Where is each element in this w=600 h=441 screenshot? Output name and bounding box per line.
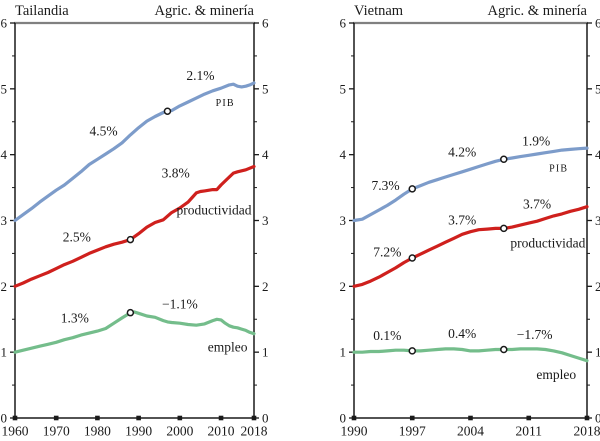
growth-rate-label: −1.7% [517, 327, 553, 342]
x-tick-marker [218, 415, 224, 421]
productividad-trend-break-marker [408, 254, 416, 262]
y-axis-label-right: 6 [262, 16, 269, 31]
y-axis-label-left: 2 [1, 279, 8, 294]
y-axis-label-left: 5 [340, 81, 347, 96]
x-tick-marker [136, 415, 141, 421]
y-axis-label-right: 5 [262, 81, 269, 96]
y-axis-label-right: 3 [262, 213, 269, 228]
series-name-label: empleo [536, 367, 576, 382]
y-axis-label-right: 1 [262, 345, 269, 360]
series-name-label: PIB [549, 163, 568, 174]
x-tick-marker [351, 415, 357, 421]
y-axis-label-left: 0 [1, 411, 8, 426]
y-axis-label-right: 5 [595, 81, 600, 96]
series-name-label: empleo [208, 339, 248, 354]
x-axis-label: 2004 [457, 424, 484, 439]
pib-trend-break-marker [408, 185, 416, 193]
y-axis-label-left: 2 [340, 279, 347, 294]
y-axis-label-left: 3 [1, 213, 8, 228]
y-axis-label-left: 1 [1, 345, 8, 360]
growth-rate-label: 7.2% [373, 245, 401, 260]
y-axis-label-left: 3 [340, 213, 347, 228]
y-axis-label-right: 4 [262, 147, 269, 162]
x-axis-label: 1990 [125, 424, 152, 439]
series-name-label: productividad [510, 235, 585, 250]
growth-rate-label: 2.5% [63, 229, 91, 244]
panel-header-tailandia: Tailandia Agric. & minería [15, 3, 254, 20]
growth-rate-label: 4.2% [448, 145, 476, 160]
x-tick-marker [409, 415, 415, 421]
series-name-label: PIB [216, 98, 235, 109]
x-axis-label: 2018 [241, 424, 268, 439]
growth-rate-label: 2.1% [186, 68, 214, 83]
y-axis-label-right: 0 [595, 411, 600, 426]
pib-trend-break-marker [500, 155, 508, 164]
pib-line [352, 146, 589, 223]
panel-title-tailandia: Tailandia [15, 3, 69, 19]
x-axis-label: 1960 [2, 424, 29, 439]
x-tick-marker [526, 415, 532, 421]
x-axis-label: 1997 [399, 424, 426, 439]
y-axis-label-right: 2 [262, 279, 269, 294]
growth-rate-label: 0.1% [373, 328, 401, 343]
x-axis-label: 1970 [43, 424, 70, 439]
empleo-trend-break-marker [408, 347, 416, 355]
x-axis-label: 2018 [574, 424, 600, 439]
y-axis-label-left: 5 [1, 81, 8, 96]
y-axis-label-right: 2 [595, 279, 600, 294]
empleo-trend-break-marker [500, 345, 508, 354]
growth-rate-label: 0.4% [448, 326, 476, 341]
x-tick-marker [468, 415, 473, 421]
x-tick-marker [95, 415, 100, 421]
y-axis-label-right: 1 [595, 345, 600, 360]
productividad-line [352, 205, 589, 288]
empleo-line [352, 347, 589, 363]
growth-rate-label: 1.3% [61, 310, 89, 325]
productividad-trend-break-marker [126, 235, 135, 244]
x-tick-marker [177, 415, 183, 421]
y-axis-label-right: 3 [595, 213, 600, 228]
x-axis-label: 1980 [84, 424, 111, 439]
growth-rate-label: −1.1% [162, 297, 198, 312]
growth-rate-label: 7.3% [372, 178, 400, 193]
growth-rate-label: 3.8% [162, 166, 190, 181]
growth-rate-label: 1.9% [522, 133, 550, 148]
y-axis-label-left: 1 [340, 345, 347, 360]
x-axis-label: 2010 [208, 424, 235, 439]
series-name-label: productividad [177, 202, 252, 217]
growth-rate-label: 3.7% [448, 212, 476, 227]
y-axis-label-left: 0 [340, 411, 347, 426]
x-tick-marker [251, 415, 257, 421]
growth-rate-label: 4.5% [90, 123, 118, 138]
y-axis-label-right: 0 [262, 411, 269, 426]
panel-title-vietnam: Vietnam [354, 3, 404, 19]
panel-header-vietnam: Vietnam Agric. & minería [354, 3, 587, 20]
panel-sector-label-right: Agric. & minería [487, 3, 587, 19]
x-tick-marker [584, 415, 590, 421]
growth-rate-label: 3.7% [523, 197, 551, 212]
x-tick-marker [12, 415, 18, 421]
y-axis-label-left: 4 [1, 147, 8, 162]
pib-line [13, 81, 256, 223]
x-axis-label: 2011 [516, 424, 543, 439]
productividad-line [13, 164, 256, 288]
productividad-trend-break-marker [500, 224, 508, 233]
pib-trend-break-marker [163, 107, 172, 115]
y-axis-label-left: 6 [340, 16, 347, 31]
x-tick-marker [53, 415, 59, 421]
x-axis-label: 1990 [341, 424, 368, 439]
y-axis-label-left: 4 [340, 147, 347, 162]
y-axis-label-left: 6 [1, 16, 8, 31]
x-axis-label: 2000 [166, 424, 193, 439]
empleo-trend-break-marker [126, 308, 135, 317]
y-axis-label-right: 6 [595, 16, 600, 31]
empleo-line [13, 310, 256, 354]
panel-sector-label-left: Agric. & minería [154, 3, 254, 19]
y-axis-label-right: 4 [595, 147, 600, 162]
